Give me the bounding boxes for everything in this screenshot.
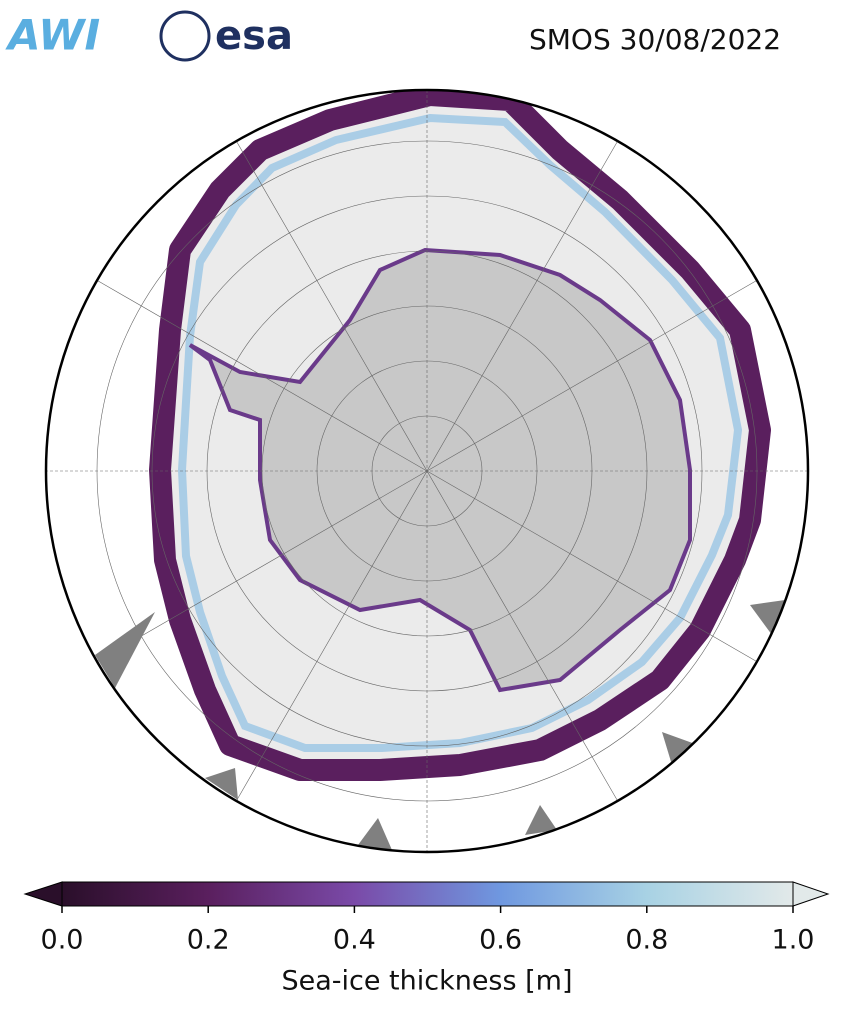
sea-ice-margin <box>177 113 743 752</box>
colorbar-tick-label: 0.8 <box>625 925 668 956</box>
graticule <box>46 90 808 852</box>
colorbar-tick-label: 0.2 <box>187 925 230 956</box>
icebergs <box>95 600 785 850</box>
colorbar-tick-label: 1.0 <box>772 925 815 956</box>
map-title: SMOS 30/08/2022 <box>529 23 781 56</box>
esa-emblem <box>159 10 211 62</box>
antarctica <box>188 247 692 693</box>
colorbar <box>61 881 794 907</box>
esa-logo: esa <box>215 13 293 59</box>
colorbar-label: Sea-ice thickness [m] <box>281 966 572 997</box>
colorbar-extension-high <box>792 881 830 907</box>
colorbar-extension-low <box>23 881 63 907</box>
map <box>46 90 808 852</box>
awi-logo: AWI <box>5 11 100 60</box>
colorbar-tick-label: 0.4 <box>333 925 376 956</box>
colorbar-tick-label: 0.0 <box>41 925 84 956</box>
colorbar-tick-label: 0.6 <box>479 925 522 956</box>
map-frame <box>44 88 810 854</box>
